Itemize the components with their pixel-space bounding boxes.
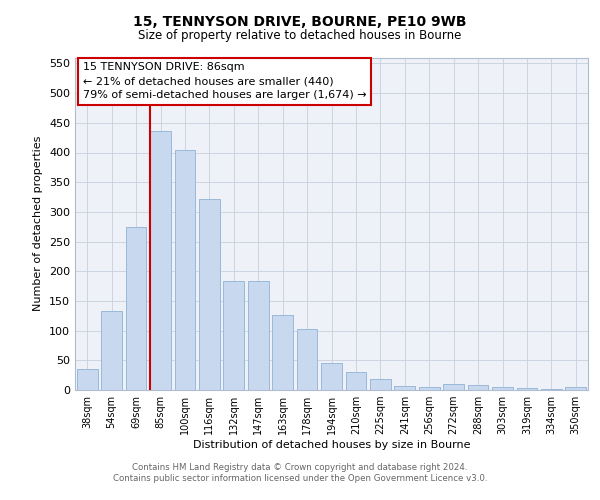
Bar: [101, 311, 122, 390]
Y-axis label: Number of detached properties: Number of detached properties: [34, 136, 43, 312]
Bar: [77, 369, 98, 390]
Bar: [150, 130, 171, 390]
Bar: [394, 386, 415, 390]
Bar: [467, 385, 488, 390]
Text: 15 TENNYSON DRIVE: 86sqm
← 21% of detached houses are smaller (440)
79% of semi-: 15 TENNYSON DRIVE: 86sqm ← 21% of detach…: [83, 62, 367, 100]
Text: Contains HM Land Registry data © Crown copyright and database right 2024.: Contains HM Land Registry data © Crown c…: [132, 462, 468, 471]
Bar: [517, 388, 538, 390]
Bar: [492, 387, 513, 390]
Bar: [125, 226, 146, 390]
Bar: [175, 150, 196, 390]
Bar: [272, 315, 293, 390]
Bar: [321, 364, 342, 390]
Bar: [248, 281, 269, 390]
Bar: [419, 387, 440, 390]
Text: 15, TENNYSON DRIVE, BOURNE, PE10 9WB: 15, TENNYSON DRIVE, BOURNE, PE10 9WB: [133, 15, 467, 29]
Text: Size of property relative to detached houses in Bourne: Size of property relative to detached ho…: [139, 29, 461, 42]
Bar: [443, 384, 464, 390]
Text: Contains public sector information licensed under the Open Government Licence v3: Contains public sector information licen…: [113, 474, 487, 483]
X-axis label: Distribution of detached houses by size in Bourne: Distribution of detached houses by size …: [193, 440, 470, 450]
Bar: [370, 380, 391, 390]
Bar: [223, 281, 244, 390]
Bar: [565, 387, 586, 390]
Bar: [346, 372, 367, 390]
Bar: [199, 199, 220, 390]
Bar: [296, 329, 317, 390]
Bar: [541, 389, 562, 390]
